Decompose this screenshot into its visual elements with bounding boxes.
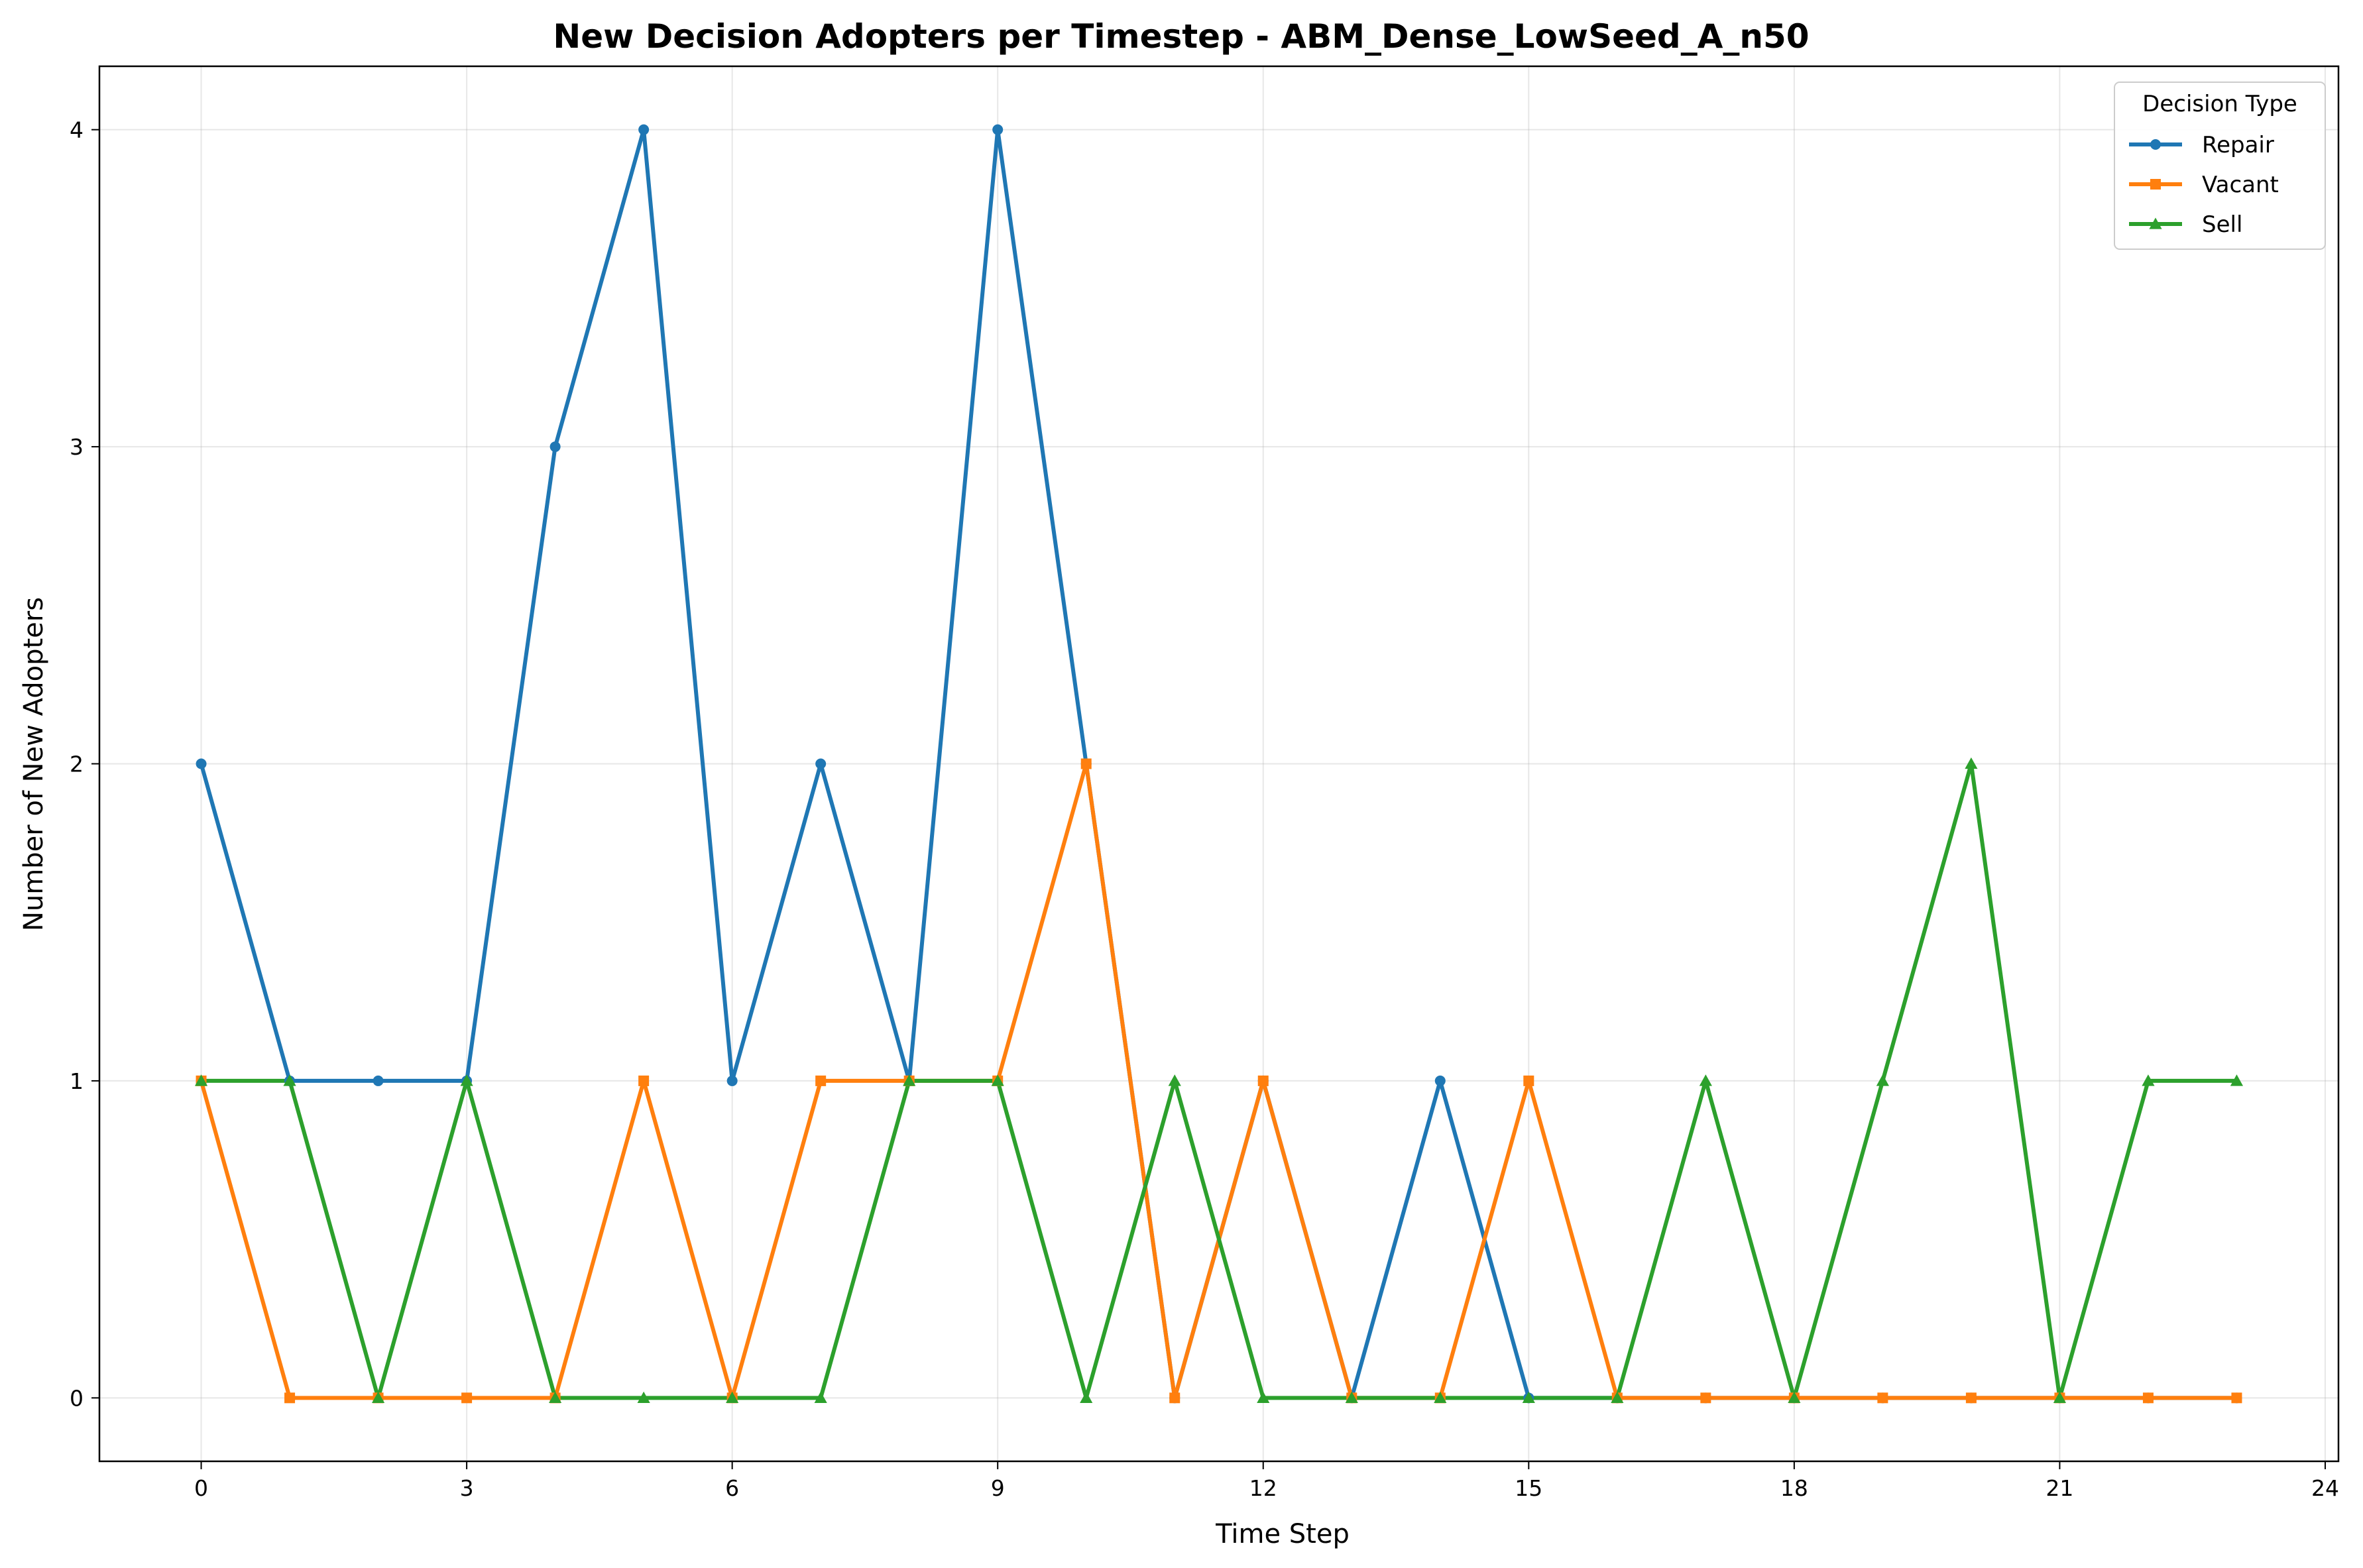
data-point-vacant — [1169, 1392, 1181, 1404]
data-point-vacant — [284, 1392, 296, 1404]
data-point-vacant — [1523, 1075, 1534, 1086]
x-tick-label: 15 — [1515, 1475, 1542, 1501]
legend-label-vacant: Vacant — [2202, 172, 2279, 198]
legend-box — [2114, 82, 2326, 250]
legend-marker-vacant — [2150, 179, 2161, 190]
legend-items: Repair Vacant Sell — [2129, 132, 2279, 238]
y-tick-label: 1 — [70, 1068, 84, 1094]
data-point-repair — [1434, 1075, 1446, 1086]
series-lines — [199, 127, 2239, 1400]
y-tick-label: 4 — [70, 117, 84, 143]
data-point-sell — [549, 1391, 562, 1403]
data-point-sell — [903, 1074, 916, 1086]
grid-lines — [99, 66, 2338, 1461]
data-point-sell — [2230, 1074, 2244, 1086]
y-tick-label: 2 — [70, 752, 84, 777]
data-point-sell — [1168, 1074, 1181, 1086]
data-point-repair — [992, 124, 1004, 135]
x-tick-label: 6 — [725, 1475, 739, 1501]
y-axis-ticks: 0 1 2 3 4 — [70, 117, 99, 1411]
data-point-repair — [549, 441, 561, 453]
data-point-sell — [991, 1074, 1004, 1086]
data-point-sell — [371, 1391, 385, 1403]
data-point-repair — [815, 758, 827, 769]
data-point-vacant — [1877, 1392, 1888, 1404]
series-line-sell — [199, 761, 2239, 1400]
legend-label-sell: Sell — [2202, 211, 2242, 238]
data-point-vacant — [638, 1075, 650, 1086]
y-tick-label: 0 — [70, 1385, 84, 1411]
data-point-sell — [814, 1391, 827, 1403]
data-point-sell — [2142, 1074, 2155, 1086]
data-point-repair — [726, 1075, 738, 1086]
data-point-sell — [1522, 1391, 1535, 1403]
data-point-sell — [1434, 1391, 1447, 1403]
data-point-vacant — [815, 1075, 827, 1086]
legend: Decision Type Repair Vacant Sell — [2114, 82, 2326, 250]
data-point-vacant — [461, 1392, 473, 1404]
data-point-vacant — [2231, 1392, 2242, 1404]
data-point-sell — [1080, 1391, 1093, 1403]
data-markers — [194, 124, 2244, 1404]
x-tick-label: 3 — [460, 1475, 474, 1501]
x-tick-label: 24 — [2311, 1475, 2339, 1501]
data-point-repair — [373, 1075, 384, 1086]
data-point-sell — [1345, 1391, 1358, 1403]
data-point-vacant — [1965, 1392, 1977, 1404]
x-axis-ticks: 0 3 6 9 12 15 18 21 24 — [194, 1461, 2339, 1501]
data-point-sell — [1611, 1391, 1624, 1403]
data-point-vacant — [1080, 758, 1092, 769]
data-point-sell — [460, 1074, 473, 1086]
data-point-repair — [196, 758, 207, 769]
data-point-sell — [2053, 1391, 2067, 1403]
data-point-vacant — [2142, 1392, 2154, 1404]
data-point-vacant — [1700, 1392, 1711, 1404]
legend-marker-repair — [2150, 139, 2161, 150]
chart-title: New Decision Adopters per Timestep - ABM… — [553, 17, 1809, 56]
data-point-sell — [1876, 1074, 1889, 1086]
data-point-sell — [1699, 1074, 1712, 1086]
legend-marker-sell — [2149, 217, 2162, 229]
data-point-sell — [194, 1074, 208, 1086]
data-point-sell — [283, 1074, 296, 1086]
data-point-sell — [637, 1391, 650, 1403]
data-point-sell — [726, 1391, 739, 1403]
data-point-vacant — [1257, 1075, 1269, 1086]
y-axis-label: Number of New Adopters — [19, 597, 49, 931]
x-axis-label: Time Step — [1215, 1519, 1350, 1549]
legend-label-repair: Repair — [2202, 132, 2274, 158]
x-tick-label: 21 — [2046, 1475, 2073, 1501]
data-point-sell — [1965, 757, 1978, 769]
legend-title: Decision Type — [2142, 91, 2297, 117]
y-tick-label: 3 — [70, 434, 84, 460]
x-tick-label: 18 — [1780, 1475, 1808, 1501]
x-tick-label: 0 — [194, 1475, 208, 1501]
data-point-sell — [1788, 1391, 1801, 1403]
x-tick-label: 9 — [991, 1475, 1005, 1501]
data-point-repair — [638, 124, 650, 135]
x-tick-label: 12 — [1249, 1475, 1277, 1501]
data-point-sell — [1257, 1391, 1270, 1403]
